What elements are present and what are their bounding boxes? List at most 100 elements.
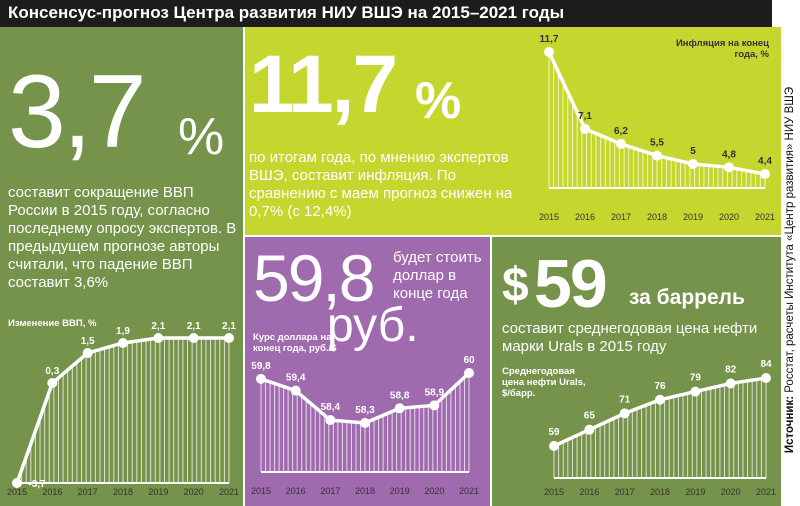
oil-data-label: 76	[654, 381, 666, 392]
usd-tick-label: 2019	[390, 486, 410, 496]
usd-tick-label: 2015	[251, 486, 271, 496]
oil-tick-label: 2015	[544, 487, 564, 497]
inflation-tick-label: 2018	[647, 212, 667, 222]
gdp-point	[82, 348, 93, 358]
inflation-point	[616, 138, 626, 149]
gdp-description: составит сокращение ВВП России в 2015 го…	[8, 184, 237, 291]
usd-data-label: 58,9	[425, 387, 445, 398]
gdp-data-label: 1,5	[81, 336, 95, 347]
usd-point	[429, 400, 440, 411]
header-bar: Консенсус-прогноз Центра развития НИУ ВШ…	[0, 0, 772, 27]
usd-data-label: 58,4	[321, 402, 341, 413]
oil-data-label: 59	[548, 427, 560, 438]
usd-tick-label: 2016	[286, 486, 306, 496]
gdp-big-number: 3,7	[8, 54, 147, 170]
inflation-data-label: 5,5	[650, 138, 664, 149]
oil-point	[725, 378, 736, 389]
inflation-data-label: 4,4	[758, 156, 772, 167]
inflation-data-label: 5	[690, 146, 696, 157]
usd-data-label: 58,8	[390, 390, 410, 401]
oil-description: составит среднегодовая цена нефти марки …	[502, 320, 758, 355]
oil-chart-title: Среднегодовая цена нефти Urals, $/барр.	[502, 366, 586, 399]
inflation-data-label: 4,8	[722, 149, 736, 160]
gdp-tick-label: 2017	[78, 487, 98, 497]
oil-big-suffix: за баррель	[629, 286, 745, 309]
inflation-data-label: 11,7	[540, 34, 559, 45]
oil-chart: 59 2015 65 2016 71 2017 76 2018 79 2019 82 2020 84 20…	[544, 359, 776, 497]
gdp-big-percent: %	[178, 108, 225, 166]
gdp-tick-label: 2015	[7, 487, 27, 497]
oil-point	[549, 441, 559, 451]
usd-point	[325, 415, 336, 426]
gdp-data-label: 2,1	[222, 321, 236, 332]
inflation-big-number: 11,7	[249, 39, 398, 130]
oil-big-dollar: $	[502, 259, 529, 312]
usd-data-label: 60	[463, 355, 475, 366]
inflation-point	[580, 123, 590, 134]
gdp-data-label: 2,1	[151, 321, 165, 332]
oil-data-label: 82	[725, 364, 737, 375]
usd-description: будет стоить доллар в конце года	[393, 249, 482, 302]
oil-point	[655, 394, 665, 405]
oil-tick-label: 2017	[615, 487, 635, 497]
gdp-data-label: 0,3	[45, 366, 59, 377]
usd-tick-label: 2018	[355, 486, 375, 496]
oil-tick-label: 2016	[579, 487, 599, 497]
inflation-point	[724, 162, 734, 173]
usd-point	[360, 418, 370, 428]
oil-point	[761, 373, 771, 383]
usd-tick-label: 2021	[459, 486, 479, 496]
oil-big-number: 59	[534, 246, 608, 322]
usd-panel: 59,8 руб. будет стоить доллар в конце го…	[243, 236, 490, 506]
gdp-point	[224, 333, 234, 343]
inflation-description: по итогам года, по мнению экспертов ВШЭ,…	[249, 149, 513, 220]
gdp-tick-label: 2016	[42, 487, 62, 497]
panel-divider	[243, 27, 245, 506]
inflation-panel: 11,7 % по итогам года, по мнению эксперт…	[243, 27, 781, 236]
gdp-point	[153, 333, 164, 343]
usd-point	[394, 403, 405, 414]
usd-chart-title: Курс доллара на конец года, руб./$	[253, 332, 337, 354]
inflation-tick-label: 2020	[719, 212, 739, 222]
oil-point	[690, 386, 701, 397]
inflation-big-percent: %	[415, 72, 462, 130]
inflation-tick-label: 2017	[611, 212, 631, 222]
usd-point	[464, 368, 474, 378]
gdp-data-label: 1,9	[116, 326, 130, 337]
usd-big-number: 59,8	[253, 241, 375, 315]
gdp-tick-label: 2021	[219, 487, 239, 497]
gdp-point	[118, 338, 128, 348]
gdp-tick-label: 2018	[113, 487, 133, 497]
inflation-point	[652, 150, 662, 161]
inflation-chart-title: Инфляция на конец года, %	[675, 38, 769, 60]
inflation-tick-label: 2021	[755, 212, 775, 222]
page-title: Консенсус-прогноз Центра развития НИУ ВШ…	[8, 3, 565, 22]
gdp-tick-label: 2020	[184, 487, 204, 497]
gdp-chart-title: Изменение ВВП, %	[8, 318, 97, 329]
panel-divider	[243, 235, 781, 237]
gdp-data-label: -3,7	[28, 479, 46, 490]
usd-point	[290, 385, 301, 396]
oil-tick-label: 2021	[756, 487, 776, 497]
panel-divider	[490, 236, 492, 506]
usd-big-unit: руб.	[327, 299, 419, 352]
gdp-data-label: 2,1	[187, 321, 201, 332]
gdp-point	[47, 378, 58, 388]
usd-chart: 59,8 2015 59,4 2016 58,4 2017 58,3 2018 58,8 2019…	[251, 355, 479, 496]
oil-tick-label: 2019	[685, 487, 705, 497]
oil-data-label: 84	[760, 359, 772, 370]
inflation-chart: 11,7 2015 7,1 2016 6,2 2017 5,5 2018 5 2019 4,8 202…	[539, 34, 775, 222]
gdp-point	[188, 333, 199, 343]
inflation-point	[544, 47, 554, 57]
oil-tick-label: 2018	[650, 487, 670, 497]
usd-data-label: 58,3	[355, 405, 375, 416]
usd-tick-label: 2017	[320, 486, 340, 496]
inflation-tick-label: 2015	[539, 212, 559, 222]
oil-data-label: 65	[584, 411, 596, 422]
gdp-point	[12, 478, 22, 488]
inflation-tick-label: 2016	[575, 212, 595, 222]
oil-data-label: 79	[690, 373, 702, 384]
oil-data-label: 71	[619, 394, 631, 405]
